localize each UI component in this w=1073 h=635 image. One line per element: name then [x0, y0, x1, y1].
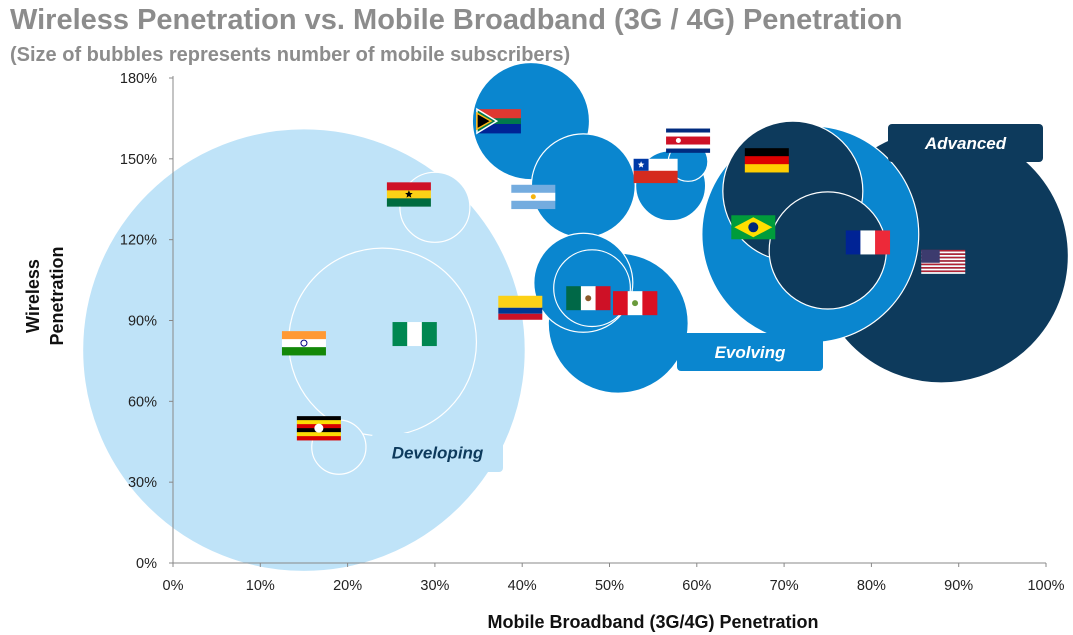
x-tick-label: 30%: [420, 578, 449, 594]
brazil-flag-icon: [731, 215, 776, 240]
tier-label-developing: Developing: [392, 444, 484, 463]
tier-label-layer: Advanced Evolving Developing: [372, 124, 1043, 472]
tier-box-developing: [372, 433, 503, 472]
x-tick-label: 70%: [770, 578, 799, 594]
y-tick-label: 60%: [128, 394, 157, 410]
south-africa-flag-icon: [476, 107, 521, 135]
x-tick-label: 40%: [508, 578, 537, 594]
ghana-flag-icon: [386, 182, 431, 207]
chart-subtitle: (Size of bubbles represents number of mo…: [10, 44, 571, 66]
nigeria-flag-icon: [392, 322, 437, 347]
tier-box-evolving: [677, 333, 823, 371]
tier-box-advanced: [888, 124, 1043, 162]
india-flag-icon: [281, 331, 326, 356]
united-states-flag-icon: [921, 249, 966, 274]
flag-layer: [281, 107, 966, 441]
colombia-flag-icon: [498, 295, 543, 320]
x-tick-label: 80%: [857, 578, 886, 594]
x-tick-label: 60%: [682, 578, 711, 594]
x-axis-title: Mobile Broadband (3G/4G) Penetration: [487, 612, 818, 632]
tier-label-advanced: Advanced: [924, 134, 1007, 153]
mexico-flag-icon: [566, 286, 611, 311]
uganda-flag-icon: [296, 416, 341, 441]
france-flag-icon: [845, 230, 891, 255]
y-tick-label: 0%: [136, 556, 157, 572]
x-tick-label: 0%: [163, 578, 184, 594]
y-axis-title-line1: Wireless: [23, 259, 43, 333]
x-tick-label: 50%: [595, 578, 624, 594]
y-tick-label: 180%: [120, 71, 157, 87]
chart-title: Wireless Penetration vs. Mobile Broadban…: [10, 4, 903, 36]
y-tick-label: 30%: [128, 475, 157, 491]
y-tick-label: 120%: [120, 233, 157, 249]
x-tick-label: 90%: [944, 578, 973, 594]
axes-layer: [169, 76, 1047, 567]
argentina-flag-icon: [511, 184, 556, 210]
x-tick-label: 20%: [333, 578, 362, 594]
chile-flag-icon: [633, 158, 678, 184]
germany-flag-icon: [744, 148, 789, 173]
peru-flag-icon: [613, 291, 658, 316]
y-axis-title-line2: Penetration: [47, 246, 67, 345]
x-tick-label: 10%: [246, 578, 275, 594]
tier-label-evolving: Evolving: [715, 343, 786, 362]
costa-rica-flag-icon: [666, 128, 711, 153]
x-tick-label: 100%: [1027, 578, 1064, 594]
y-tick-label: 150%: [120, 152, 157, 168]
tick-label-layer: 0% 10% 20% 30% 40% 50% 60% 70% 80% 90% 100% 0% 30% 60…: [120, 71, 1065, 594]
y-tick-label: 90%: [128, 314, 157, 330]
